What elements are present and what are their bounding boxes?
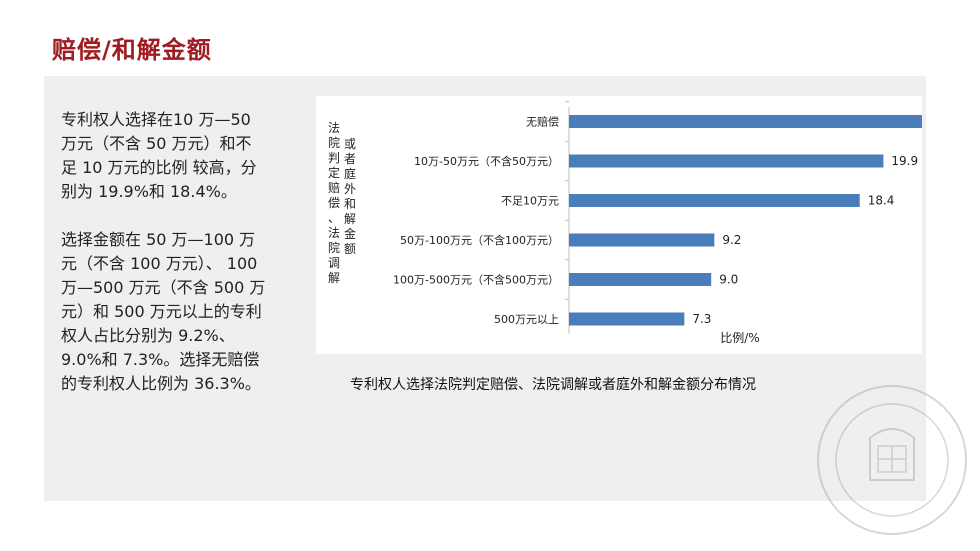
- y-axis-label-part: 法院判定赔偿、法院调解: [328, 121, 340, 285]
- paragraph-2: 选择金额在 50 万—100 万 元（不含 100 万元）、 100 万—500…: [61, 230, 266, 393]
- bar-6: [569, 312, 685, 326]
- chart-caption: 专利权人选择法院判定赔偿、法院调解或者庭外和解金额分布情况: [350, 377, 756, 393]
- category-label: 500万元以上: [494, 313, 559, 326]
- y-axis-label: 法院判定赔偿、法院调解或者庭外和解金额: [328, 121, 356, 285]
- bar-chart: 法院判定赔偿、法院调解或者庭外和解金额 无赔偿36.310万-50万元（不含50…: [328, 101, 980, 345]
- bar-3: [569, 194, 860, 207]
- data-label: 9.2: [722, 233, 741, 247]
- bar-4: [569, 233, 715, 247]
- data-label: 18.4: [868, 194, 895, 208]
- category-label: 100万-500万元（不含500万元）: [393, 273, 559, 287]
- description-text: 专利权人选择在10 万—50 万元（不含 50 万元）和不 足 10 万元的比例…: [61, 108, 301, 420]
- y-axis-label-part: 或者庭外和解金额: [344, 137, 356, 256]
- category-label: 50万-100万元（不含100万元）: [400, 233, 559, 247]
- chart-container: 法院判定赔偿、法院调解或者庭外和解金额 无赔偿36.310万-50万元（不含50…: [316, 96, 980, 354]
- category-label: 10万-50万元（不含50万元）: [414, 154, 559, 168]
- category-label: 不足10万元: [501, 195, 559, 208]
- category-label: 无赔偿: [526, 115, 559, 129]
- page-title: 赔偿/和解金额: [52, 36, 212, 64]
- paragraph-1: 专利权人选择在10 万—50 万元（不含 50 万元）和不 足 10 万元的比例…: [61, 110, 257, 201]
- bar-1: [569, 115, 980, 128]
- data-label: 7.3: [692, 312, 711, 326]
- x-axis-label: 比例/%: [720, 331, 759, 345]
- data-label: 9.0: [719, 273, 738, 287]
- library-seal-watermark: [817, 385, 967, 535]
- data-label: 19.9: [891, 154, 918, 168]
- bar-5: [569, 273, 712, 286]
- bar-2: [569, 154, 884, 168]
